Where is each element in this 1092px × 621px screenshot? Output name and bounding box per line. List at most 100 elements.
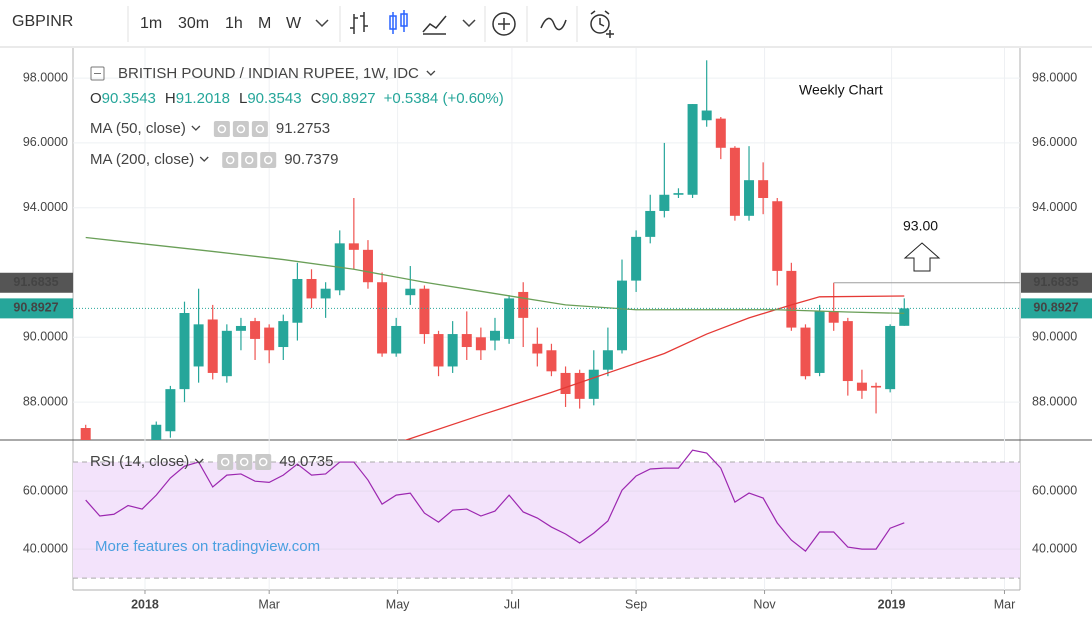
x-tick-label: 2019	[878, 597, 906, 611]
indicator-value: 90.7379	[284, 151, 338, 168]
compare-icon[interactable]	[492, 12, 516, 36]
rsi-line	[85, 449, 905, 552]
interval-button[interactable]: 1m	[140, 15, 162, 32]
ohlc-value: 91.2018	[176, 90, 230, 107]
interval-button[interactable]: W	[286, 15, 302, 32]
title-menu[interactable]	[426, 70, 436, 76]
indicator-remove[interactable]	[251, 121, 268, 137]
high-price-label-box	[0, 272, 73, 293]
candle-body	[560, 372, 571, 394]
indicators-icon[interactable]	[540, 17, 567, 31]
candle-body	[588, 369, 599, 399]
x-tick-label: Nov	[753, 597, 776, 611]
candle-body	[419, 288, 430, 335]
last-price-label: 90.8927	[1033, 301, 1078, 315]
indicator-visibility[interactable]	[222, 152, 239, 168]
candle-body	[631, 236, 642, 281]
interval-button[interactable]: 30m	[178, 15, 209, 32]
x-tick-label: Sep	[625, 597, 647, 611]
y-tick-label: 40.0000	[23, 541, 68, 555]
interval-button[interactable]: M	[258, 15, 271, 32]
candle-body	[899, 308, 910, 326]
ohlc-label: H	[165, 90, 176, 107]
candle-body	[292, 278, 303, 323]
rsi-pane	[73, 449, 1020, 579]
moving-average-line	[404, 295, 905, 440]
indicator-settings[interactable]	[241, 152, 258, 168]
last-price-label-box	[1021, 298, 1092, 319]
indicator-remove[interactable]	[255, 454, 272, 470]
y-tick-label: 88.0000	[1032, 394, 1077, 408]
candle-body	[518, 291, 529, 318]
indicator-settings-glyph	[236, 124, 246, 134]
watermark[interactable]: More features on tradingview.com	[95, 538, 320, 555]
alert-icon[interactable]	[590, 10, 614, 38]
indicator-settings[interactable]	[232, 121, 249, 137]
y-tick-label: 94.0000	[1032, 200, 1077, 214]
indicator-name: MA (50, close)	[90, 120, 186, 137]
candle-body	[475, 337, 486, 351]
candle-body	[306, 278, 317, 299]
candle-body	[461, 334, 472, 348]
x-tick-label: 2018	[131, 597, 159, 611]
interval-button[interactable]: 1h	[225, 15, 243, 32]
style-menu[interactable]	[462, 19, 476, 28]
indicator-remove[interactable]	[260, 152, 277, 168]
bars-icon[interactable]	[350, 12, 368, 34]
chart-title: BRITISH POUND / INDIAN RUPEE, 1W, IDC	[118, 65, 419, 82]
annotation: 93.00	[903, 218, 938, 234]
candle-body	[715, 118, 726, 148]
candle-body	[165, 389, 176, 432]
candle-body	[362, 249, 373, 283]
ohlc-legend: O90.3543 H91.2018 L90.3543 C90.8927 +0.5384 …	[90, 90, 504, 107]
area-icon[interactable]	[422, 15, 447, 35]
candle-body	[532, 343, 543, 354]
indicator-value: 49.0735	[279, 453, 333, 470]
candle-body	[574, 372, 585, 399]
candle-body	[856, 382, 867, 391]
ohlc-label: L	[239, 90, 247, 107]
annotation: Weekly Chart	[799, 82, 883, 98]
y-tick-label: 60.0000	[1032, 483, 1077, 497]
indicator-visibility-glyph	[217, 124, 227, 134]
legend-toggle[interactable]	[90, 66, 105, 81]
indicator-remove-glyph	[258, 457, 268, 467]
candle-body	[151, 424, 162, 440]
candle-body	[264, 327, 275, 351]
y-tick-label: 94.0000	[23, 200, 68, 214]
candle-body	[250, 321, 261, 339]
candle-body	[758, 180, 769, 198]
y-tick-label: 96.0000	[23, 135, 68, 149]
candle-body	[489, 330, 500, 341]
candles-icon[interactable]	[389, 10, 408, 34]
indicator-menu[interactable]	[191, 125, 201, 131]
price-pane	[80, 60, 910, 440]
indicator-settings[interactable]	[236, 454, 253, 470]
rsi-band	[73, 462, 1020, 579]
ohlc-label: O	[90, 90, 102, 107]
indicator-menu[interactable]	[194, 458, 204, 464]
ohlc-label: C	[311, 90, 322, 107]
indicator-menu[interactable]	[199, 156, 209, 162]
candle-body	[842, 321, 853, 382]
interval-menu[interactable]	[315, 19, 329, 28]
candle-body	[391, 325, 402, 354]
candle-body	[673, 193, 684, 195]
candle-body	[433, 334, 444, 367]
high-price-label-box	[1021, 272, 1092, 293]
indicator-value: 91.2753	[276, 120, 330, 137]
candle-body	[320, 288, 331, 299]
x-tick-label: Jul	[504, 597, 520, 611]
indicator-visibility[interactable]	[213, 121, 230, 137]
symbol[interactable]: GBPINR	[12, 13, 73, 30]
indicator-remove-glyph	[263, 155, 273, 165]
ohlc-value: 90.8927	[321, 90, 375, 107]
candle-body	[235, 325, 246, 331]
high-price-label: 91.6835	[1033, 275, 1078, 289]
indicator-visibility[interactable]	[217, 454, 234, 470]
candle-body	[659, 194, 670, 211]
indicator-name: RSI (14, close)	[90, 453, 189, 470]
ohlc-value: 90.3543	[247, 90, 301, 107]
candle-body	[744, 180, 755, 216]
